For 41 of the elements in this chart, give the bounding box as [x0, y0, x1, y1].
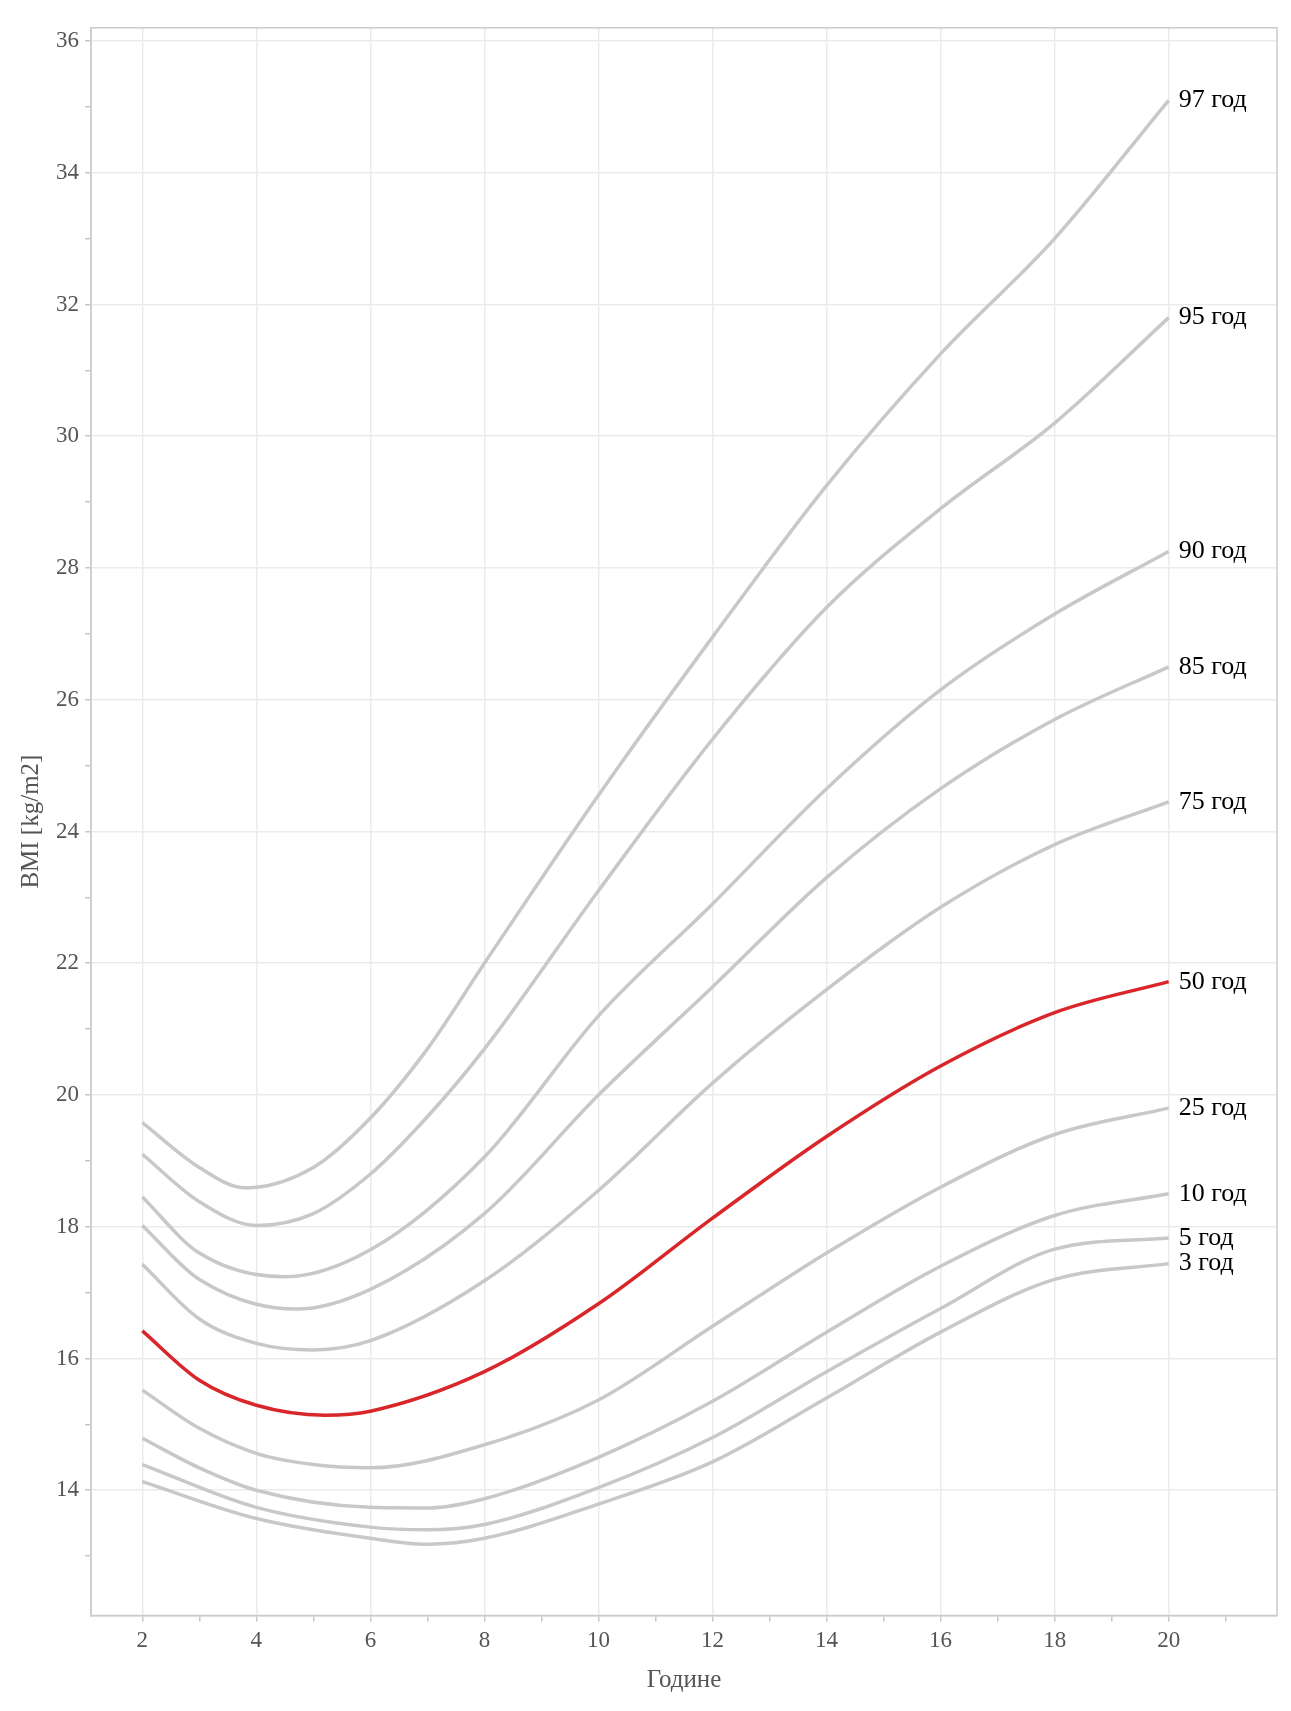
line-series — [140, 800, 1171, 1352]
y-axis-title: BMI [kg/m2] — [15, 754, 43, 889]
y-tick-label: 32 — [56, 290, 79, 316]
x-tick-label: 2 — [136, 1627, 149, 1653]
line-series — [140, 98, 1171, 1190]
x-tick-label: 18 — [1043, 1627, 1067, 1653]
series-label: 90 год — [1178, 535, 1247, 565]
series-label: 10 год — [1178, 1177, 1247, 1207]
series-label: 5 год — [1178, 1221, 1234, 1251]
y-tick-label: 34 — [56, 158, 80, 184]
series-label: 97 год — [1178, 84, 1247, 114]
series-label: 50 год — [1178, 965, 1247, 995]
line-series — [140, 1106, 1171, 1470]
x-tick-label: 4 — [250, 1627, 263, 1653]
x-tick-label: 10 — [586, 1627, 610, 1653]
y-tick-label: 28 — [56, 554, 79, 580]
series-label: 75 год — [1178, 785, 1247, 815]
y-tick-label: 18 — [56, 1212, 79, 1238]
line-series — [140, 1192, 1171, 1510]
y-tick-label: 24 — [56, 817, 80, 843]
x-axis-title: Године — [646, 1664, 722, 1692]
line-series — [140, 549, 1171, 1279]
y-tick-label: 20 — [56, 1081, 79, 1107]
y-tick-label: 36 — [56, 27, 79, 53]
line-series — [140, 979, 1171, 1417]
y-tick-label: 30 — [56, 422, 79, 448]
x-tick-label: 16 — [929, 1627, 953, 1653]
y-tick-label: 16 — [56, 1344, 79, 1370]
y-tick-label: 22 — [56, 949, 79, 975]
series-label: 95 год — [1178, 301, 1247, 331]
line-series — [140, 665, 1171, 1311]
x-tick-label: 8 — [478, 1627, 491, 1653]
series-label: 25 год — [1178, 1091, 1247, 1121]
series-label: 85 год — [1178, 650, 1247, 680]
line-series — [140, 315, 1171, 1228]
x-tick-label: 14 — [815, 1627, 839, 1653]
y-tick-label: 26 — [56, 685, 79, 711]
y-tick-label: 14 — [56, 1476, 80, 1502]
x-tick-label: 6 — [364, 1627, 377, 1653]
x-tick-label: 12 — [701, 1627, 725, 1653]
x-tick-label: 20 — [1157, 1627, 1181, 1653]
